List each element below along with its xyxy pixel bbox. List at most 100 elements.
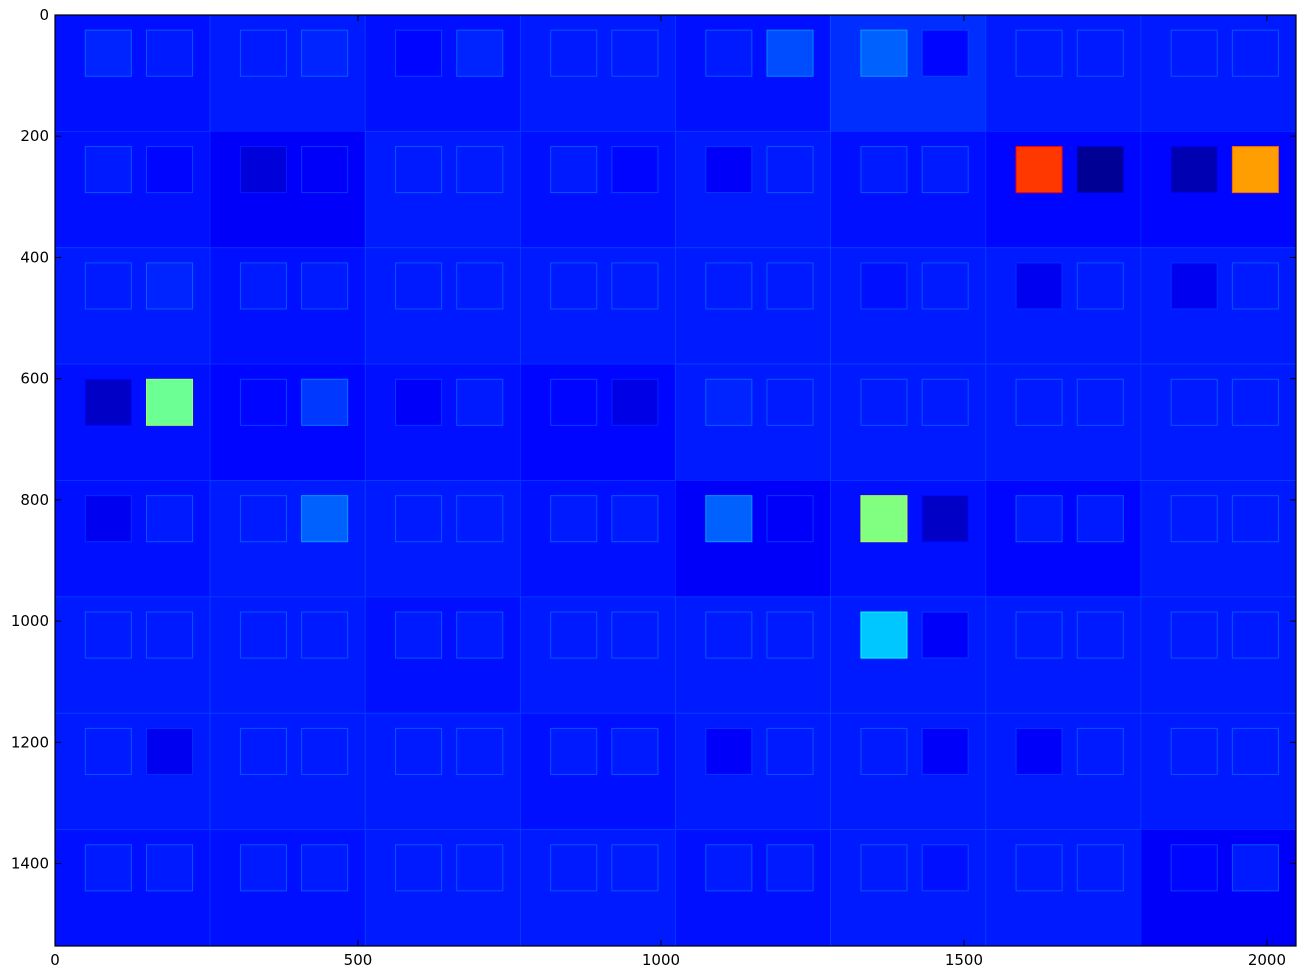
- heatmap-patch: [456, 146, 504, 194]
- heatmap-patch: [1231, 262, 1279, 310]
- heatmap-patch: [1015, 727, 1063, 775]
- heatmap-patch: [239, 611, 287, 659]
- x-tick-label: 0: [50, 951, 60, 969]
- heatmap-patch: [239, 727, 287, 775]
- heatmap-patch: [550, 844, 598, 892]
- heatmap-patch: [1015, 262, 1063, 310]
- heatmap-patch: [1076, 844, 1124, 892]
- heatmap-patch: [1231, 611, 1279, 659]
- heatmap-patch: [921, 727, 969, 775]
- heatmap-patch: [1015, 29, 1063, 77]
- heatmap-patch: [766, 378, 814, 426]
- heatmap-patch: [705, 495, 753, 543]
- heatmap-patch: [1015, 844, 1063, 892]
- heatmap-patch: [84, 495, 132, 543]
- heatmap-patch: [1170, 262, 1218, 310]
- heatmap-patch: [860, 146, 908, 194]
- heatmap-patch: [301, 146, 349, 194]
- heatmap-patch: [239, 262, 287, 310]
- y-tick-label: 1000: [11, 612, 49, 630]
- heatmap-patch: [611, 378, 659, 426]
- heatmap-patch: [301, 378, 349, 426]
- heatmap-patch: [1231, 495, 1279, 543]
- heatmap-patch: [395, 146, 443, 194]
- heatmap-patch: [1076, 146, 1124, 194]
- heatmap-patch: [550, 262, 598, 310]
- heatmap-patch: [860, 727, 908, 775]
- y-tick-label: 400: [20, 248, 49, 266]
- heatmap-patch: [301, 495, 349, 543]
- heatmap-patch: [239, 29, 287, 77]
- heatmap-patch: [1076, 378, 1124, 426]
- heatmap-patch: [1170, 146, 1218, 194]
- heatmap-patch: [1015, 378, 1063, 426]
- heatmap-patch: [921, 844, 969, 892]
- heatmap-patch: [1170, 495, 1218, 543]
- heatmap-patch: [611, 844, 659, 892]
- heatmap-patch: [1076, 611, 1124, 659]
- y-tick-label: 0: [39, 6, 49, 24]
- heatmap-patch: [1170, 844, 1218, 892]
- x-axis: 0 500 1000 1500 2000: [50, 15, 1286, 969]
- heatmap-patch: [145, 611, 194, 659]
- heatmap-patch: [301, 29, 349, 77]
- heatmap-patch: [705, 146, 753, 194]
- heatmap-patch: [456, 844, 504, 892]
- heatmap-patch: [860, 611, 908, 659]
- heatmap-patch: [395, 611, 443, 659]
- heatmap-patch: [145, 495, 194, 543]
- heatmap-patch: [860, 495, 908, 543]
- heatmap-patch: [1231, 844, 1279, 892]
- heatmap-patch: [145, 378, 194, 426]
- heatmap-patch: [550, 378, 598, 426]
- heatmap-patch: [921, 29, 969, 77]
- y-tick-label: 800: [20, 491, 49, 509]
- heatmap-patch: [1231, 378, 1279, 426]
- heatmap-patch: [84, 611, 132, 659]
- heatmap-patch: [705, 262, 753, 310]
- heatmap-patch: [860, 844, 908, 892]
- heatmap-patch: [611, 146, 659, 194]
- heatmap-patch: [705, 611, 753, 659]
- heatmap-patch: [705, 378, 753, 426]
- heatmap-patch: [705, 29, 753, 77]
- heatmap-patch: [395, 844, 443, 892]
- heatmap-patch: [550, 611, 598, 659]
- heatmap-patch: [145, 727, 194, 775]
- heatmap-patch: [301, 844, 349, 892]
- heatmap-patch: [611, 611, 659, 659]
- heatmap-patch: [239, 146, 287, 194]
- heatmap-patch: [301, 262, 349, 310]
- heatmap-patch: [1015, 146, 1063, 194]
- heatmap-patch: [1170, 29, 1218, 77]
- heatmap-patch: [1076, 29, 1124, 77]
- heatmap-patch: [84, 844, 132, 892]
- heatmap-patch: [766, 29, 814, 77]
- heatmap-patch: [611, 727, 659, 775]
- heatmap-patch: [921, 495, 969, 543]
- y-tick-label: 600: [20, 370, 49, 388]
- heatmap-patch: [84, 146, 132, 194]
- heatmap-patch: [395, 727, 443, 775]
- heatmap-patch: [766, 146, 814, 194]
- heatmap-patch: [1170, 727, 1218, 775]
- y-axis: 0 200 400 600 800 1000 1200 1400: [11, 6, 1296, 873]
- heatmap-patch: [145, 844, 194, 892]
- heatmap-patch: [1170, 611, 1218, 659]
- heatmap-patch: [705, 727, 753, 775]
- heatmap-patch: [550, 29, 598, 77]
- heatmap-patch: [921, 378, 969, 426]
- heatmap-patch: [766, 611, 814, 659]
- heatmap-patch: [611, 29, 659, 77]
- heatmap-patch: [1231, 727, 1279, 775]
- heatmap-image: [55, 15, 1296, 946]
- x-tick-label: 2000: [1248, 951, 1286, 969]
- heatmap-patch: [239, 844, 287, 892]
- heatmap-patch: [145, 29, 194, 77]
- heatmap-patch: [550, 146, 598, 194]
- heatmap-patch: [1170, 378, 1218, 426]
- heatmap-patch: [550, 727, 598, 775]
- heatmap-patch: [239, 495, 287, 543]
- plot-frame: [54, 14, 1297, 947]
